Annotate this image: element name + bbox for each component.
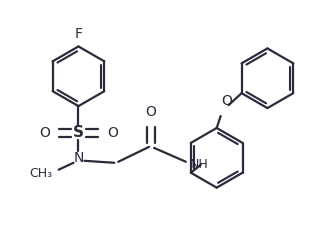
Text: S: S xyxy=(73,125,84,140)
Text: O: O xyxy=(221,94,232,108)
Text: CH₃: CH₃ xyxy=(30,167,53,180)
Text: O: O xyxy=(107,126,118,140)
Text: F: F xyxy=(74,28,83,41)
Text: N: N xyxy=(73,151,84,165)
Text: O: O xyxy=(39,126,50,140)
Text: NH: NH xyxy=(190,158,209,171)
Text: O: O xyxy=(146,105,157,119)
